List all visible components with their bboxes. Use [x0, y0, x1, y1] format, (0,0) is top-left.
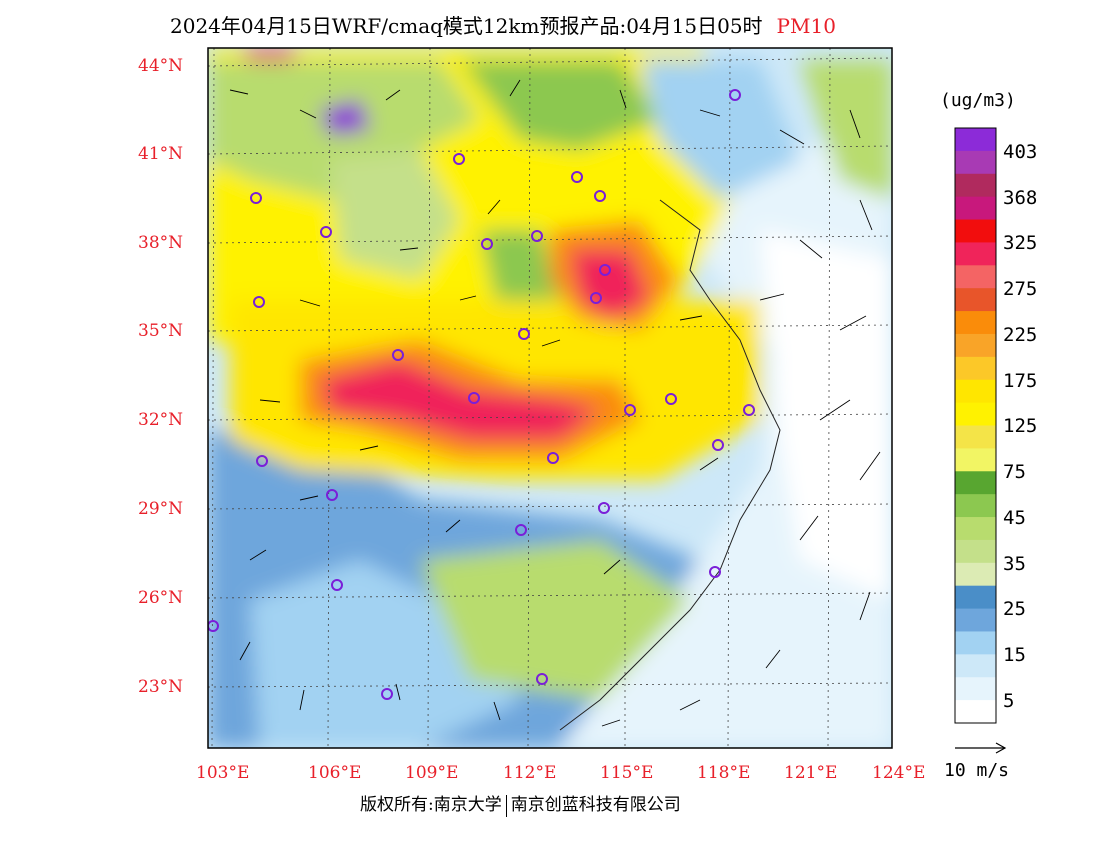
- lon-label: 106°E: [308, 763, 362, 783]
- lat-label: 44°N: [138, 56, 184, 76]
- pollutant-label: PM10: [776, 14, 836, 38]
- map-title: 2024年04月15日WRF/cmaq模式12km预报产品:04月15日05时 P…: [170, 10, 836, 39]
- colorbar-swatch: [955, 517, 996, 541]
- colorbar-swatch: [955, 128, 996, 152]
- colorbar-frame: [954, 127, 997, 724]
- colorbar-label: 403: [1003, 141, 1038, 163]
- colorbar-label: 368: [1003, 187, 1038, 209]
- colorbar-swatch: [955, 608, 996, 632]
- colorbar-label: 15: [1003, 644, 1026, 666]
- colorbar-swatch: [955, 562, 996, 587]
- concentration-field: [208, 48, 892, 748]
- lon-label: 121°E: [784, 763, 838, 783]
- lon-label: 124°E: [872, 763, 926, 783]
- colorbar-label: 325: [1003, 232, 1038, 254]
- colorbar-swatch: [955, 585, 996, 610]
- colorbar-label: 5: [1003, 690, 1015, 712]
- colorbar-label: 75: [1003, 461, 1026, 483]
- lat-label: 26°N: [138, 588, 184, 608]
- colorbar-swatch: [955, 539, 996, 564]
- colorbar-label: 275: [1003, 278, 1038, 300]
- colorbar-swatch: [955, 654, 996, 678]
- wind-reference-label: 10 m/s: [944, 760, 1010, 781]
- colorbar: [955, 128, 996, 724]
- colorbar-swatch: [955, 425, 996, 449]
- colorbar-swatch: [955, 700, 996, 724]
- lon-label: 109°E: [405, 763, 459, 783]
- colorbar-swatch: [955, 242, 996, 266]
- title-text: 2024年04月15日WRF/cmaq模式12km预报产品:04月15日05时: [170, 14, 763, 38]
- wind-vectors: [229, 79, 881, 727]
- colorbar-unit: (ug/m3): [940, 90, 1016, 111]
- city-markers: [208, 89, 755, 700]
- colorbar-swatch: [955, 288, 996, 312]
- colorbar-label: 35: [1003, 553, 1026, 575]
- colorbar-swatch: [955, 356, 996, 381]
- wind-reference-arrow: [955, 742, 1007, 754]
- lon-label: 118°E: [697, 763, 751, 783]
- colorbar-swatch: [955, 677, 996, 701]
- colorbar-swatch: [955, 150, 996, 175]
- lat-label: 38°N: [138, 233, 184, 253]
- colorbar-label: 45: [1003, 507, 1026, 529]
- lat-label: 23°N: [138, 677, 184, 697]
- lon-label: 103°E: [196, 763, 250, 783]
- lon-label: 115°E: [600, 763, 654, 783]
- colorbar-label: 125: [1003, 415, 1038, 437]
- colorbar-label: 225: [1003, 324, 1038, 346]
- colorbar-swatch: [955, 311, 996, 335]
- copyright-left: 版权所有:南京大学: [360, 795, 502, 815]
- colorbar-label: 25: [1003, 598, 1026, 620]
- copyright-footer: 版权所有:南京大学 南京创蓝科技有限公司: [360, 790, 681, 817]
- copyright-right: 南京创蓝科技有限公司: [510, 795, 681, 815]
- colorbar-swatch: [955, 379, 996, 404]
- lat-label: 41°N: [138, 144, 184, 164]
- colorbar-swatch: [955, 196, 996, 221]
- colorbar-swatch: [955, 494, 996, 518]
- lat-label: 29°N: [138, 499, 184, 519]
- colorbar-swatch: [955, 333, 996, 358]
- lon-label: 112°E: [503, 763, 557, 783]
- colorbar-swatch: [955, 448, 996, 472]
- colorbar-swatch: [955, 219, 996, 243]
- colorbar-label: 175: [1003, 370, 1038, 392]
- map-frame: [207, 47, 893, 749]
- lat-label: 32°N: [138, 410, 184, 430]
- footer-divider: [505, 794, 507, 817]
- coastline: [559, 199, 781, 731]
- colorbar-swatch: [955, 173, 996, 198]
- colorbar-swatch: [955, 631, 996, 655]
- colorbar-swatch: [955, 471, 996, 495]
- colorbar-swatch: [955, 265, 996, 289]
- lat-label: 35°N: [138, 321, 184, 341]
- colorbar-swatch: [955, 402, 996, 426]
